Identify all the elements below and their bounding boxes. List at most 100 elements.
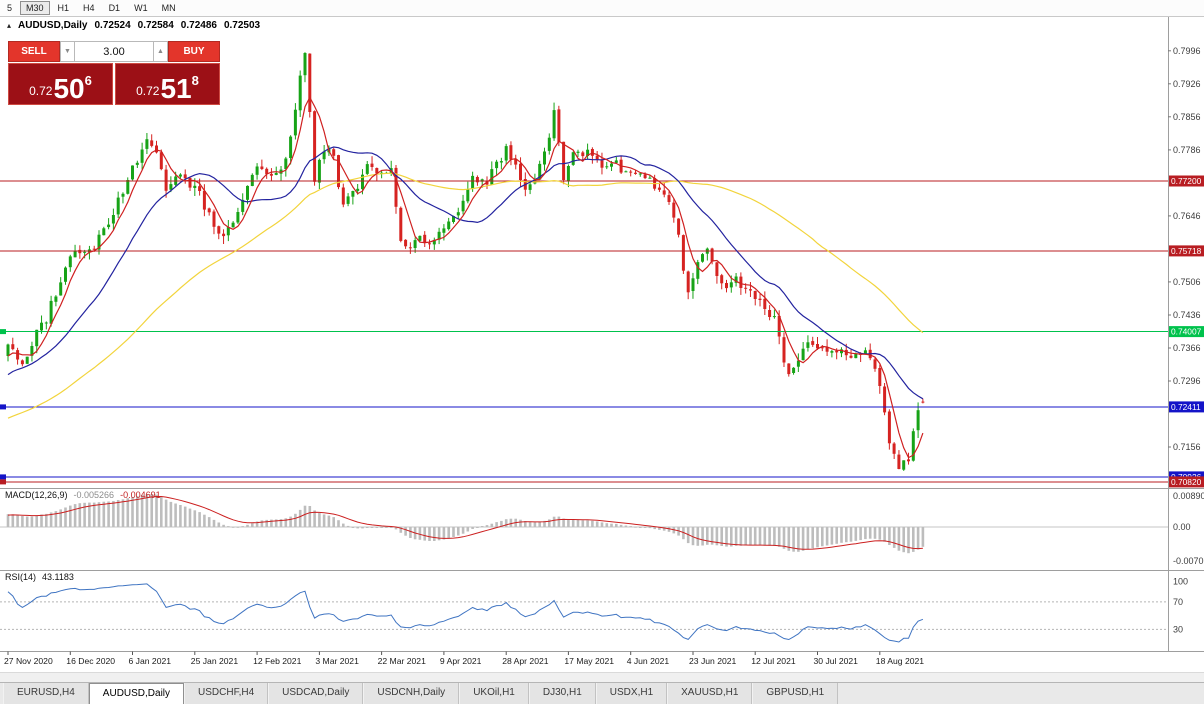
candle[interactable] xyxy=(246,185,249,205)
candle[interactable] xyxy=(303,52,307,83)
candle[interactable] xyxy=(763,291,767,315)
candle[interactable] xyxy=(217,225,221,240)
candle[interactable] xyxy=(816,337,819,350)
candle[interactable] xyxy=(461,194,465,215)
candle[interactable] xyxy=(504,143,508,165)
candle[interactable] xyxy=(667,191,671,205)
candle[interactable] xyxy=(806,335,810,352)
candle[interactable] xyxy=(332,147,336,160)
candle[interactable] xyxy=(614,157,618,164)
candle[interactable] xyxy=(6,343,10,362)
candle[interactable] xyxy=(456,207,460,219)
timeframe-button-h4[interactable]: H4 xyxy=(77,1,101,16)
candle[interactable] xyxy=(404,239,408,249)
candle[interactable] xyxy=(768,305,772,321)
candle[interactable] xyxy=(892,442,896,459)
candle[interactable] xyxy=(629,169,633,177)
candle[interactable] xyxy=(30,341,34,362)
candle[interactable] xyxy=(796,353,800,372)
candle[interactable] xyxy=(346,193,350,207)
candle[interactable] xyxy=(495,159,499,175)
candle[interactable] xyxy=(260,159,264,171)
timeframe-button-d1[interactable]: D1 xyxy=(103,1,127,16)
candle[interactable] xyxy=(284,156,288,177)
candle[interactable] xyxy=(399,206,403,243)
candle[interactable] xyxy=(140,142,144,170)
horizontal-scrollbar[interactable] xyxy=(0,672,1204,682)
candle[interactable] xyxy=(78,245,82,259)
candle[interactable] xyxy=(887,409,891,450)
chart-tab-ukoil-h1[interactable]: UKOil,H1 xyxy=(459,683,529,704)
candle[interactable] xyxy=(557,105,561,147)
chart-tab-usdcad-daily[interactable]: USDCAD,Daily xyxy=(268,683,364,704)
candle[interactable] xyxy=(241,193,245,216)
rsi-panel[interactable]: 100 70 30 xyxy=(0,576,1188,643)
candle[interactable] xyxy=(432,237,436,250)
candlestick-series[interactable] xyxy=(6,52,925,471)
chart-tab-dj30-h1[interactable]: DJ30,H1 xyxy=(528,683,596,704)
candle[interactable] xyxy=(49,295,53,327)
candle[interactable] xyxy=(418,235,422,243)
candle[interactable] xyxy=(921,398,925,404)
candle[interactable] xyxy=(68,254,72,272)
candle[interactable] xyxy=(677,218,681,238)
candle[interactable] xyxy=(159,149,163,171)
chart-tab-eurusd-h4[interactable]: EURUSD,H4 xyxy=(3,683,89,704)
volume-input[interactable]: 3.00 xyxy=(75,41,153,62)
candle[interactable] xyxy=(782,332,786,367)
candle[interactable] xyxy=(150,134,154,148)
candle[interactable] xyxy=(758,293,762,307)
candle[interactable] xyxy=(543,147,546,171)
candle[interactable] xyxy=(849,349,853,359)
candle[interactable] xyxy=(691,272,695,299)
candle[interactable] xyxy=(423,231,427,247)
candle[interactable] xyxy=(897,450,901,470)
candle[interactable] xyxy=(528,181,532,195)
candle[interactable] xyxy=(226,220,230,242)
candle[interactable] xyxy=(212,209,216,235)
candle[interactable] xyxy=(222,229,226,244)
candle[interactable] xyxy=(289,135,293,165)
candle[interactable] xyxy=(686,270,690,300)
candle[interactable] xyxy=(145,133,149,154)
candle[interactable] xyxy=(20,359,24,367)
chart-tab-xauusd-h1[interactable]: XAUUSD,H1 xyxy=(667,683,753,704)
candle[interactable] xyxy=(605,161,609,170)
candle[interactable] xyxy=(547,133,551,155)
candle[interactable] xyxy=(753,290,757,306)
candle[interactable] xyxy=(830,349,834,358)
candle[interactable] xyxy=(169,176,173,193)
candle[interactable] xyxy=(250,173,254,187)
candle[interactable] xyxy=(873,357,877,372)
timeframe-button-5[interactable]: 5 xyxy=(1,1,18,16)
candle[interactable] xyxy=(514,154,518,170)
candle[interactable] xyxy=(408,242,412,254)
candle[interactable] xyxy=(135,160,139,168)
candle[interactable] xyxy=(293,103,297,140)
candle[interactable] xyxy=(720,273,724,290)
sell-price-display[interactable]: 0.72 50 6 xyxy=(8,63,113,105)
candle[interactable] xyxy=(883,383,887,416)
time-axis[interactable]: 27 Nov 2020 16 Dec 2020 6 Jan 2021 25 Jan 2… xyxy=(4,651,924,667)
sell-button[interactable]: SELL xyxy=(8,41,60,62)
candle[interactable] xyxy=(825,339,829,356)
candle[interactable] xyxy=(552,102,556,141)
volume-decrease-icon[interactable]: ▼ xyxy=(60,41,75,62)
candle[interactable] xyxy=(600,152,604,175)
candle[interactable] xyxy=(715,261,719,284)
candle[interactable] xyxy=(638,172,642,177)
candle[interactable] xyxy=(155,140,158,154)
candle[interactable] xyxy=(792,367,796,375)
candle[interactable] xyxy=(131,165,134,181)
candle[interactable] xyxy=(107,218,111,230)
candle[interactable] xyxy=(916,402,920,438)
candle[interactable] xyxy=(111,208,115,231)
candle[interactable] xyxy=(308,53,312,118)
candle[interactable] xyxy=(902,460,906,471)
timeframe-button-h1[interactable]: H1 xyxy=(52,1,76,16)
buy-price-display[interactable]: 0.72 51 8 xyxy=(115,63,220,105)
volume-increase-icon[interactable]: ▲ xyxy=(153,41,168,62)
candle[interactable] xyxy=(11,337,15,351)
candle[interactable] xyxy=(116,191,120,218)
